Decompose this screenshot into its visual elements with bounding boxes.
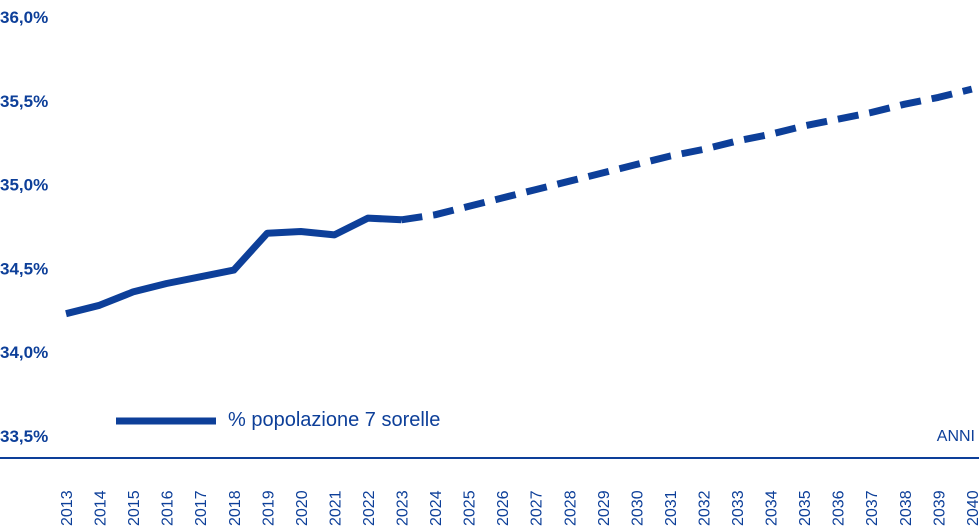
y-tick-label: 34,5%: [0, 259, 48, 278]
historical-series-line: [65, 214, 402, 318]
x-tick-label: 2038: [898, 490, 915, 526]
x-axis: 2013 2014 2015 2016 2017 2018 2019 2020 2021 2022…: [0, 457, 979, 526]
x-tick-label: 2013: [59, 490, 76, 526]
x-tick-label: 2028: [562, 490, 579, 526]
x-tick-label: 2022: [361, 490, 378, 526]
x-tick-label: 2021: [327, 490, 344, 526]
y-tick-label: 35,0%: [0, 176, 48, 195]
y-tick-label: 36,0%: [0, 8, 48, 27]
y-tick-label: 35,5%: [0, 92, 48, 111]
x-tick-label: 2016: [160, 490, 177, 526]
x-tick-label: 2036: [831, 490, 848, 526]
x-axis-title: ANNI: [937, 428, 975, 445]
x-tick-label: 2025: [462, 490, 479, 526]
x-tick-label: 2023: [395, 490, 412, 526]
x-tick-label: 2017: [193, 490, 210, 526]
legend-label: % popolazione 7 sorelle: [228, 409, 440, 431]
x-tick-label: 2039: [931, 490, 948, 526]
x-tick-label: 2033: [730, 490, 747, 526]
x-tick-label: 2034: [764, 490, 781, 526]
x-tick-label: 2040: [965, 490, 979, 526]
x-tick-label: 2018: [227, 490, 244, 526]
x-tick-label: 2026: [495, 490, 512, 526]
x-tick-label: 2014: [93, 490, 110, 526]
series-layer: [65, 85, 973, 318]
x-tick-label: 2035: [797, 490, 814, 526]
x-tick-label: 2031: [663, 490, 680, 526]
x-tick-label: 2024: [428, 490, 445, 526]
y-tick-label: 34,0%: [0, 343, 48, 362]
x-tick-label: 2029: [596, 490, 613, 526]
x-tick-label: 2037: [864, 490, 881, 526]
x-tick-label: 2020: [294, 490, 311, 526]
legend: % popolazione 7 sorelle: [116, 409, 440, 431]
projection-series-line: [400, 85, 973, 224]
x-tick-label: 2019: [260, 490, 277, 526]
x-tick-label: 2030: [629, 490, 646, 526]
x-tick-label: 2027: [529, 490, 546, 526]
x-tick-label: 2015: [126, 490, 143, 526]
y-axis: 36,0% 35,5% 35,0% 34,5% 34,0% 33,5%: [0, 8, 48, 446]
y-tick-label: 33,5%: [0, 427, 48, 446]
x-tick-label: 2032: [696, 490, 713, 526]
